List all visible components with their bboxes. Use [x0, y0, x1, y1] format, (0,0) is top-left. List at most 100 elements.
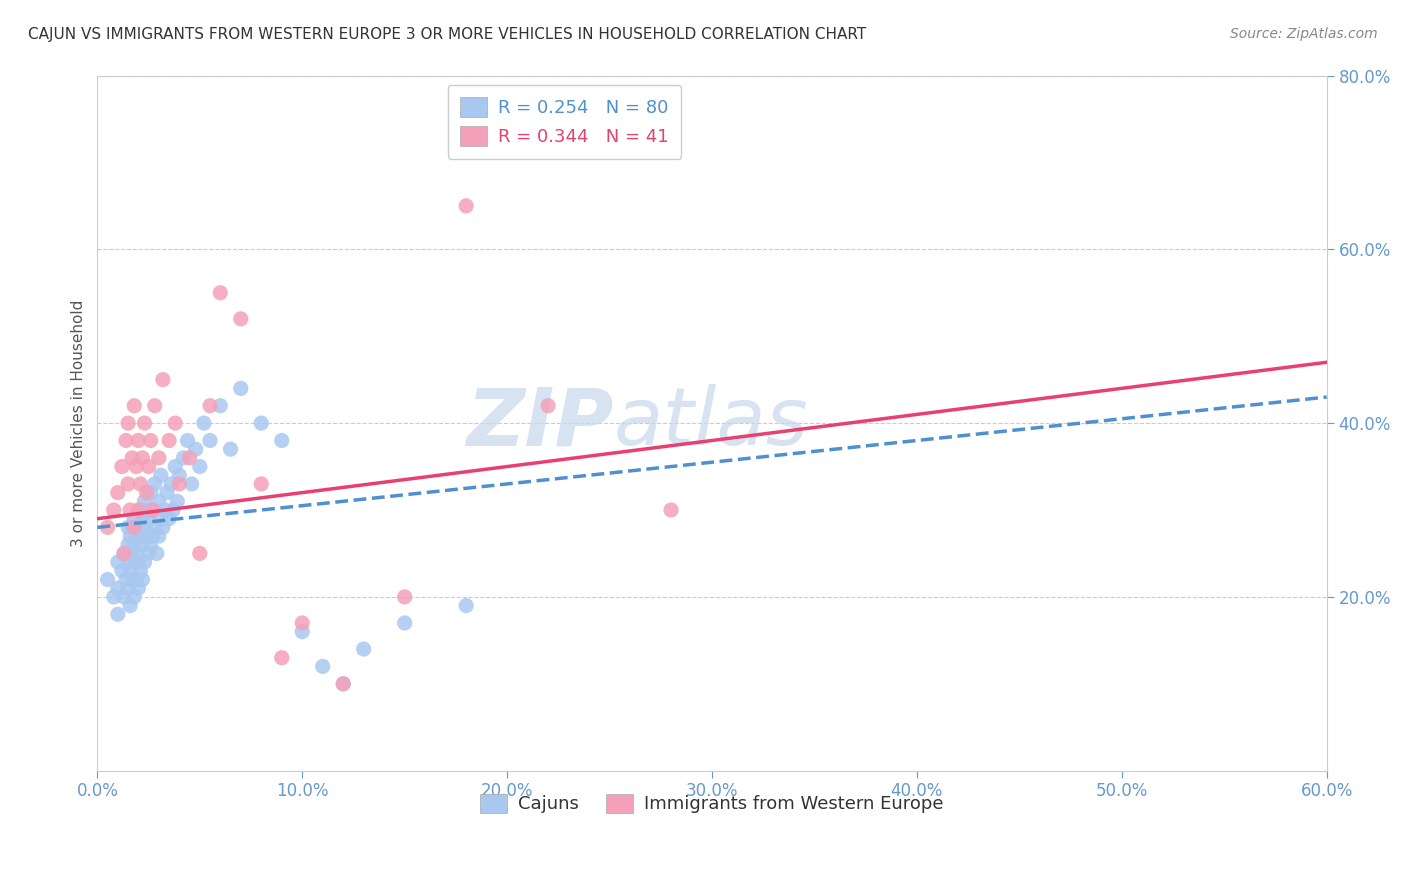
Point	[120, 529, 142, 543]
Point	[250, 477, 273, 491]
Point	[188, 546, 211, 560]
Point	[111, 564, 134, 578]
Point	[537, 399, 560, 413]
Point	[138, 546, 160, 560]
Point	[125, 573, 148, 587]
Point	[122, 511, 145, 525]
Point	[152, 373, 174, 387]
Point	[120, 564, 142, 578]
Point	[135, 485, 157, 500]
Point	[332, 677, 354, 691]
Point	[97, 573, 120, 587]
Point	[456, 599, 478, 613]
Point	[131, 450, 153, 465]
Point	[149, 511, 172, 525]
Point	[180, 477, 202, 491]
Point	[165, 416, 187, 430]
Point	[143, 399, 166, 413]
Point	[117, 520, 139, 534]
Point	[179, 450, 201, 465]
Point	[122, 520, 145, 534]
Text: atlas: atlas	[613, 384, 808, 462]
Point	[103, 503, 125, 517]
Point	[125, 529, 148, 543]
Point	[117, 538, 139, 552]
Point	[131, 511, 153, 525]
Point	[134, 520, 156, 534]
Point	[122, 590, 145, 604]
Point	[120, 599, 142, 613]
Point	[156, 485, 179, 500]
Point	[291, 615, 314, 630]
Point	[198, 434, 221, 448]
Point	[176, 434, 198, 448]
Point	[115, 573, 138, 587]
Point	[209, 399, 232, 413]
Point	[139, 434, 162, 448]
Point	[166, 494, 188, 508]
Point	[184, 442, 207, 457]
Point	[153, 503, 176, 517]
Point	[332, 677, 354, 691]
Point	[127, 581, 149, 595]
Point	[142, 529, 165, 543]
Point	[229, 381, 252, 395]
Point	[122, 538, 145, 552]
Point	[129, 477, 152, 491]
Point	[121, 546, 143, 560]
Point	[188, 459, 211, 474]
Point	[312, 659, 335, 673]
Point	[112, 546, 135, 560]
Point	[121, 573, 143, 587]
Point	[131, 538, 153, 552]
Point	[127, 503, 149, 517]
Point	[157, 511, 180, 525]
Point	[157, 434, 180, 448]
Point	[146, 546, 169, 560]
Point	[143, 477, 166, 491]
Point	[165, 459, 187, 474]
Point	[117, 555, 139, 569]
Point	[120, 503, 142, 517]
Point	[148, 494, 170, 508]
Point	[394, 615, 416, 630]
Legend: Cajuns, Immigrants from Western Europe: Cajuns, Immigrants from Western Europe	[470, 782, 955, 824]
Point	[115, 434, 138, 448]
Point	[291, 624, 314, 639]
Point	[353, 642, 375, 657]
Point	[97, 520, 120, 534]
Point	[112, 590, 135, 604]
Text: ZIP: ZIP	[467, 384, 613, 462]
Point	[127, 555, 149, 569]
Point	[152, 520, 174, 534]
Point	[131, 573, 153, 587]
Point	[129, 564, 152, 578]
Point	[148, 450, 170, 465]
Text: Source: ZipAtlas.com: Source: ZipAtlas.com	[1230, 27, 1378, 41]
Point	[209, 285, 232, 300]
Point	[107, 555, 129, 569]
Point	[107, 607, 129, 622]
Point	[107, 485, 129, 500]
Point	[138, 459, 160, 474]
Point	[107, 581, 129, 595]
Point	[134, 494, 156, 508]
Point	[134, 416, 156, 430]
Point	[122, 399, 145, 413]
Point	[270, 434, 292, 448]
Point	[122, 555, 145, 569]
Point	[127, 434, 149, 448]
Point	[125, 459, 148, 474]
Point	[121, 520, 143, 534]
Point	[160, 477, 183, 491]
Point	[270, 650, 292, 665]
Point	[659, 503, 682, 517]
Point	[193, 416, 215, 430]
Point	[149, 468, 172, 483]
Point	[138, 511, 160, 525]
Point	[172, 450, 194, 465]
Point	[139, 538, 162, 552]
Point	[117, 477, 139, 491]
Point	[139, 485, 162, 500]
Point	[169, 477, 191, 491]
